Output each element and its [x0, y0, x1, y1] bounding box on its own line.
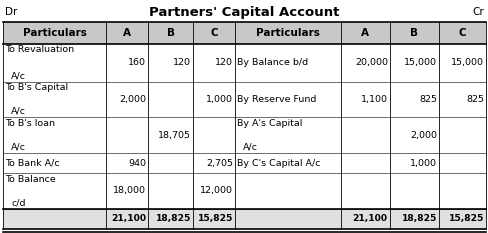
- Text: By Reserve Fund: By Reserve Fund: [237, 95, 316, 104]
- Text: B: B: [409, 28, 418, 38]
- Text: 1,000: 1,000: [206, 95, 233, 104]
- Text: 15,000: 15,000: [403, 58, 436, 67]
- Text: 18,825: 18,825: [155, 214, 190, 223]
- Text: Particulars: Particulars: [255, 28, 319, 38]
- Text: To Revaluation: To Revaluation: [5, 45, 74, 54]
- Text: 21,100: 21,100: [111, 214, 146, 223]
- Text: To Balance: To Balance: [5, 175, 56, 184]
- Bar: [3, 209, 485, 229]
- Text: A: A: [123, 28, 131, 38]
- Text: C: C: [458, 28, 466, 38]
- Text: A/c: A/c: [243, 142, 258, 151]
- Text: 120: 120: [215, 58, 233, 67]
- Text: 18,825: 18,825: [401, 214, 436, 223]
- Text: A: A: [361, 28, 368, 38]
- Text: 15,000: 15,000: [450, 58, 483, 67]
- Text: Partners' Capital Account: Partners' Capital Account: [149, 6, 339, 19]
- Text: By A's Capital: By A's Capital: [237, 119, 302, 128]
- Text: 15,825: 15,825: [447, 214, 483, 223]
- Text: 21,100: 21,100: [352, 214, 387, 223]
- Text: Particulars: Particulars: [22, 28, 86, 38]
- Text: 120: 120: [173, 58, 190, 67]
- Text: By Balance b/d: By Balance b/d: [237, 58, 307, 67]
- Text: B: B: [166, 28, 174, 38]
- Text: 160: 160: [128, 58, 146, 67]
- Text: A/c: A/c: [11, 142, 26, 151]
- Text: Cr: Cr: [471, 7, 483, 17]
- Text: To B's Capital: To B's Capital: [5, 83, 68, 93]
- Text: A/c: A/c: [11, 71, 26, 80]
- Text: By C's Capital A/c: By C's Capital A/c: [237, 158, 320, 168]
- Text: To B's loan: To B's loan: [5, 119, 55, 128]
- Bar: [3, 22, 485, 44]
- Text: 20,000: 20,000: [354, 58, 387, 67]
- Text: 12,000: 12,000: [200, 186, 233, 195]
- Text: 940: 940: [128, 158, 146, 168]
- Text: C: C: [210, 28, 217, 38]
- Text: c/d: c/d: [11, 198, 25, 207]
- Text: 825: 825: [418, 95, 436, 104]
- Text: 18,705: 18,705: [158, 131, 190, 140]
- Text: 15,825: 15,825: [197, 214, 233, 223]
- Text: 2,000: 2,000: [119, 95, 146, 104]
- Text: 1,100: 1,100: [360, 95, 387, 104]
- Text: 18,000: 18,000: [113, 186, 146, 195]
- Text: Dr: Dr: [5, 7, 18, 17]
- Text: A/c: A/c: [11, 107, 26, 116]
- Text: 1,000: 1,000: [409, 158, 436, 168]
- Text: 2,000: 2,000: [409, 131, 436, 140]
- Text: 825: 825: [465, 95, 483, 104]
- Text: 2,705: 2,705: [206, 158, 233, 168]
- Text: To Bank A/c: To Bank A/c: [5, 158, 60, 168]
